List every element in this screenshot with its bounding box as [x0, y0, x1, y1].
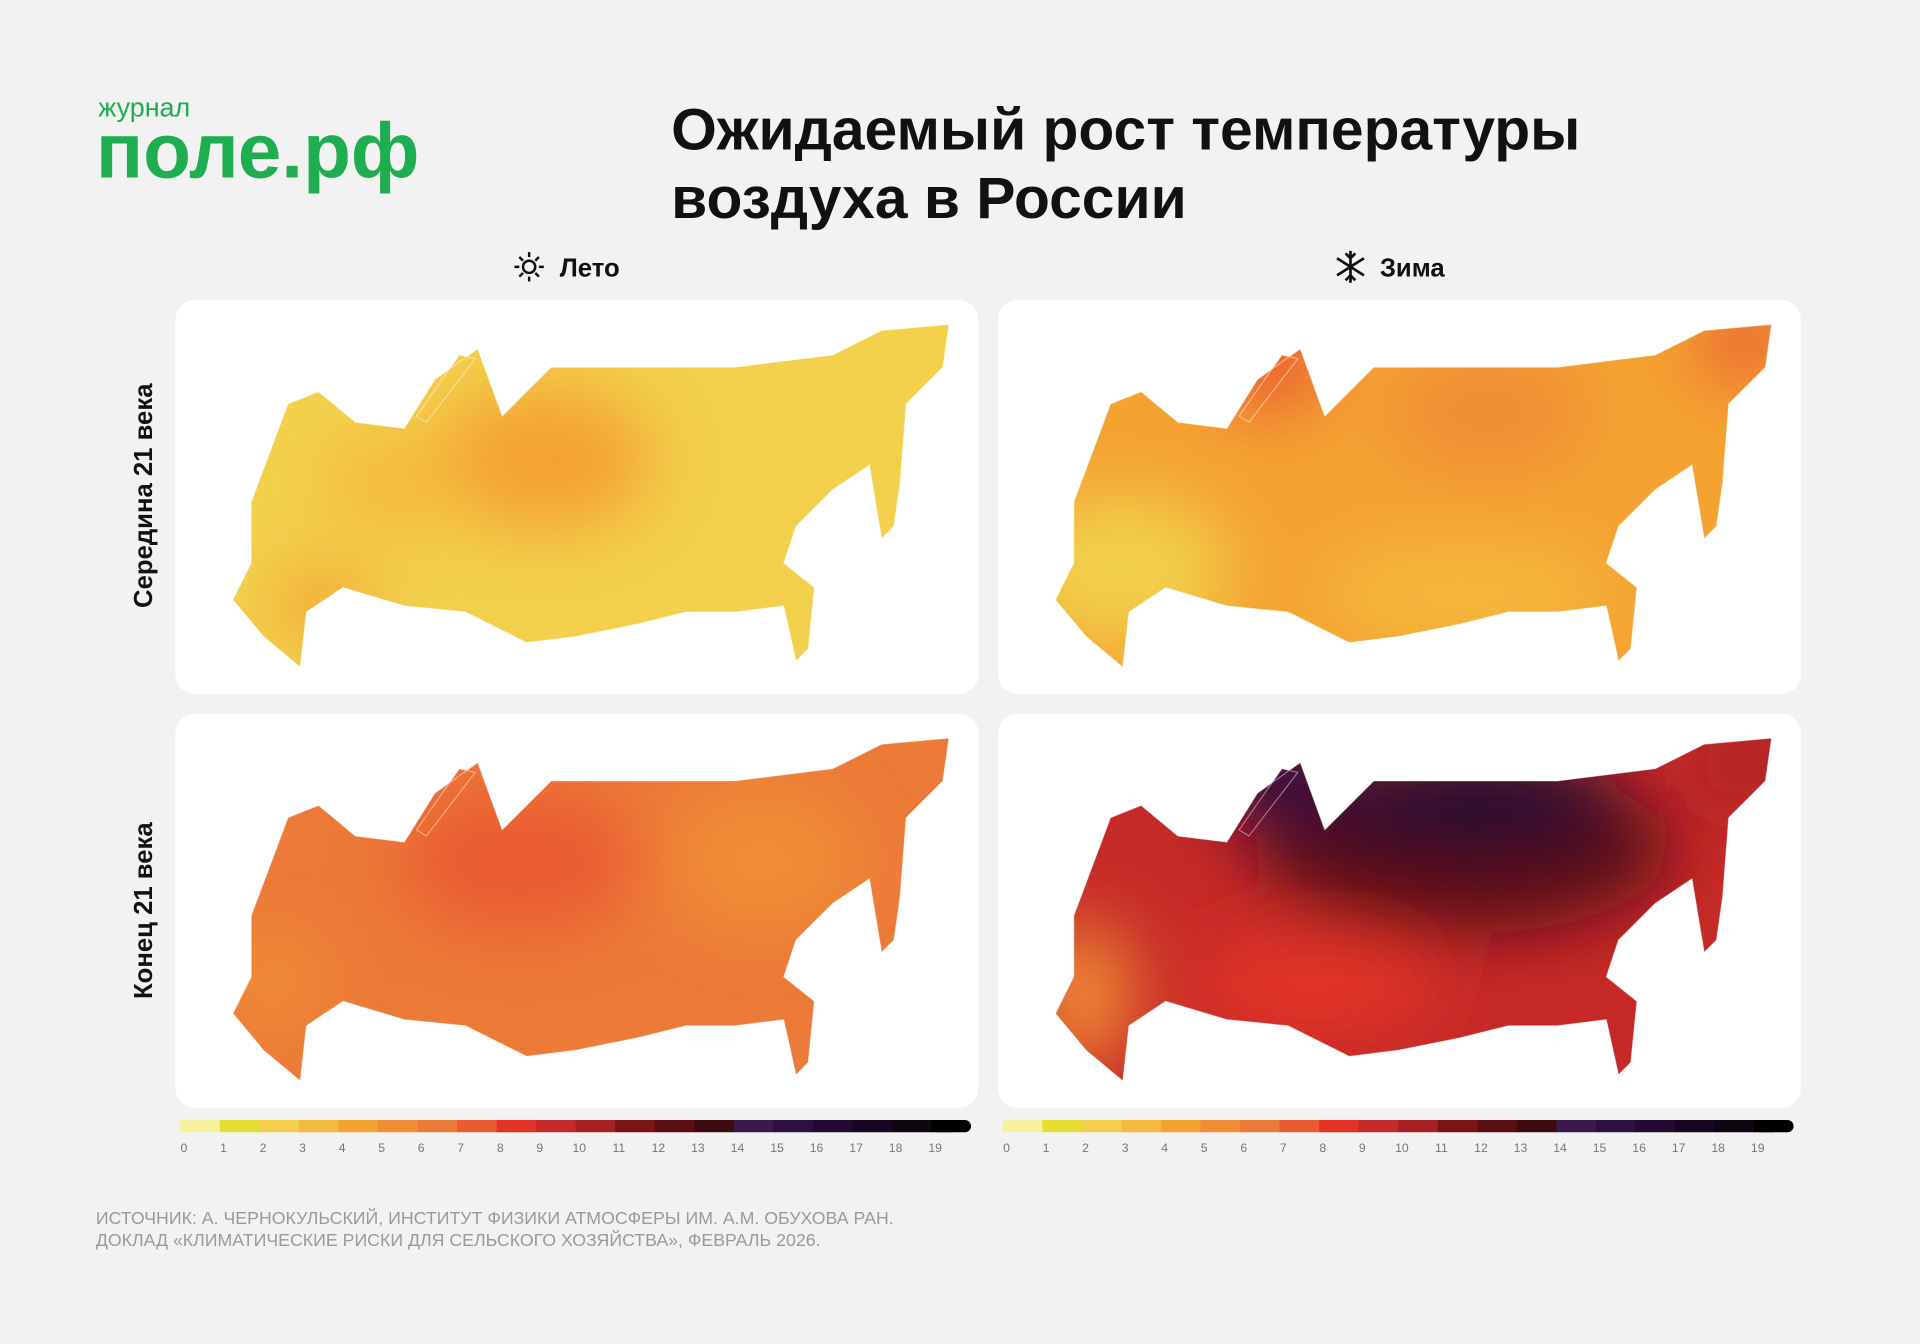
legend-tick-label: 18	[1711, 1141, 1725, 1155]
legend-tick-label: 3	[1122, 1141, 1129, 1155]
logo-small: журнал	[98, 92, 190, 122]
legend-tick-label: 15	[770, 1141, 784, 1155]
column-label: Лето	[560, 255, 620, 283]
legend-swatch	[417, 1120, 458, 1133]
legend-tick-label: 2	[260, 1141, 267, 1155]
legend-tick-label: 11	[1435, 1141, 1448, 1155]
legend-tick-label: 8	[497, 1141, 504, 1155]
map-panel	[175, 713, 979, 1108]
legend-swatch	[575, 1120, 616, 1133]
legend-swatch	[891, 1120, 933, 1133]
legend-swatch	[1279, 1120, 1320, 1133]
legend-swatch	[1714, 1120, 1755, 1133]
legend-tick-label: 13	[1514, 1141, 1528, 1155]
legend-tick-label: 5	[378, 1141, 385, 1155]
snow-icon	[1336, 250, 1365, 283]
legend-tick-label: 4	[339, 1141, 346, 1155]
legend-swatch	[1240, 1120, 1281, 1133]
legend-swatch	[1200, 1120, 1241, 1133]
legend-tick-label: 4	[1161, 1141, 1168, 1155]
legend-tick-label: 13	[691, 1141, 705, 1155]
legend-swatch	[1358, 1120, 1399, 1133]
legend-swatch	[1595, 1120, 1637, 1133]
row-label: Конец 21 века	[130, 822, 158, 999]
legend-tick-label: 19	[1751, 1141, 1765, 1155]
color-legend: 0 1 2 3 4 5 6 7 8 9 10 11 12 13 14 15 16 17 18 19	[180, 1120, 972, 1155]
legend-tick-label: 6	[1240, 1141, 1247, 1155]
legend-tick-label: 11	[613, 1141, 626, 1155]
legend-tick-label: 9	[1359, 1141, 1366, 1155]
legend-tick-label: 12	[652, 1141, 666, 1155]
legend-tick-label: 2	[1082, 1141, 1089, 1155]
legend-swatch	[377, 1120, 419, 1133]
legend-tick-label: 5	[1201, 1141, 1208, 1155]
source-line: ДОКЛАД «КЛИМАТИЧЕСКИЕ РИСКИ ДЛЯ СЕЛЬСКОГ…	[96, 1229, 821, 1250]
map-panel	[997, 299, 1801, 695]
legend-swatch	[1398, 1120, 1439, 1133]
legend-swatch	[219, 1120, 260, 1133]
legend-tick-label: 0	[1003, 1141, 1010, 1155]
legend-swatch	[1635, 1120, 1676, 1133]
legend-swatch	[180, 1120, 221, 1133]
legend-swatch	[1081, 1120, 1123, 1133]
legend-swatch	[1556, 1120, 1597, 1133]
legend-swatch	[338, 1120, 379, 1133]
legend-tick-label: 14	[731, 1141, 745, 1155]
legend-swatch	[1002, 1120, 1043, 1133]
legend-tick-label: 6	[418, 1141, 425, 1155]
legend-tick-label: 12	[1474, 1141, 1488, 1155]
legend-swatch	[733, 1120, 774, 1133]
legend-swatch	[1121, 1120, 1162, 1133]
color-legend: 0 1 2 3 4 5 6 7 8 9 10 11 12 13 14 15 16 17 18 19	[1002, 1120, 1794, 1155]
column-label: Зима	[1380, 255, 1446, 283]
legend-swatch	[1437, 1120, 1478, 1133]
legend-swatch	[812, 1120, 854, 1133]
legend-tick-label: 14	[1553, 1141, 1567, 1155]
legend-swatch	[298, 1120, 340, 1133]
legend-tick-label: 7	[1280, 1141, 1287, 1155]
legend-swatch	[773, 1120, 814, 1133]
legend-swatch	[1674, 1120, 1716, 1133]
source-line: ИСТОЧНИК: А. ЧЕРНОКУЛЬСКИЙ, ИНСТИТУТ ФИЗ…	[96, 1207, 894, 1228]
legend-swatch	[1477, 1120, 1518, 1133]
legend-tick-label: 16	[1632, 1141, 1646, 1155]
legend-tick-label: 1	[1043, 1141, 1050, 1155]
legend-tick-label: 17	[849, 1141, 863, 1155]
legend-tick-label: 10	[573, 1141, 587, 1155]
legend-tick-label: 16	[810, 1141, 824, 1155]
map-panel	[175, 299, 979, 695]
legend-swatch	[654, 1120, 695, 1133]
legend-tick-label: 8	[1319, 1141, 1326, 1155]
legend-tick-label: 15	[1593, 1141, 1607, 1155]
legend-swatch	[496, 1120, 537, 1133]
legend-swatch	[536, 1120, 577, 1133]
legend-swatch	[1160, 1120, 1202, 1133]
legend-swatch	[1042, 1120, 1083, 1133]
legend-tick-label: 9	[536, 1141, 543, 1155]
legend-tick-label: 18	[889, 1141, 903, 1155]
legend-swatch	[615, 1120, 656, 1133]
title-line: Ожидаемый рост температуры	[671, 97, 1580, 162]
legend-tick-label: 1	[220, 1141, 227, 1155]
row-label: Середина 21 века	[130, 383, 158, 608]
legend-tick-label: 0	[181, 1141, 188, 1155]
logo: поле.рф	[96, 106, 420, 194]
legend-swatch	[259, 1120, 300, 1133]
legend-swatch	[1319, 1120, 1360, 1133]
legend-swatch	[694, 1120, 735, 1133]
legend-swatch	[457, 1120, 498, 1133]
legend-swatch	[1516, 1120, 1557, 1133]
legend-tick-label: 10	[1395, 1141, 1409, 1155]
legend-swatch	[852, 1120, 893, 1133]
legend-tick-label: 7	[457, 1141, 464, 1155]
sun-icon	[514, 252, 544, 282]
legend-tick-label: 19	[928, 1141, 942, 1155]
map-panel	[997, 713, 1801, 1108]
title-line: воздуха в России	[671, 166, 1187, 231]
legend-tick-label: 17	[1672, 1141, 1686, 1155]
legend-tick-label: 3	[299, 1141, 306, 1155]
